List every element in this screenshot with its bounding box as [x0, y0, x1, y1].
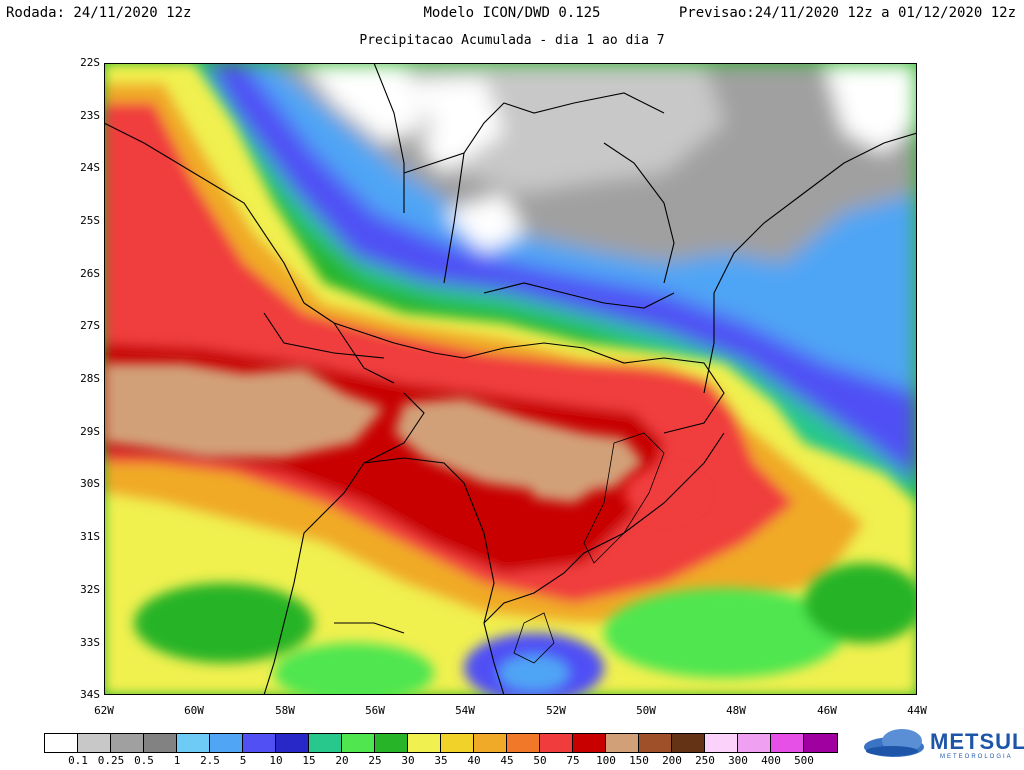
logo-tagline: METEOROLOGIA [940, 754, 1013, 760]
colorbar-swatch [210, 734, 243, 752]
south-rain-patches [134, 468, 917, 695]
colorbar-label: 100 [596, 754, 616, 767]
colorbar-swatch [507, 734, 540, 752]
lat-label: 28S [80, 372, 100, 385]
lat-label: 29S [80, 425, 100, 438]
colorbar-swatch [540, 734, 573, 752]
colorbar-swatch [144, 734, 177, 752]
lon-label: 62W [94, 704, 114, 717]
colorbar-swatch [573, 734, 606, 752]
colorbar-label: 0.25 [97, 754, 125, 767]
lat-label: 25S [80, 214, 100, 227]
lat-label: 22S [80, 56, 100, 69]
colorbar-swatch [243, 734, 276, 752]
lat-label: 32S [80, 583, 100, 596]
precipitation-map [104, 63, 917, 695]
colorbar-label: 50 [533, 754, 547, 767]
lat-label: 33S [80, 636, 100, 649]
colorbar-swatch [474, 734, 507, 752]
lat-label: 23S [80, 109, 100, 122]
colorbar-label: 150 [629, 754, 649, 767]
colorbar-swatch [738, 734, 771, 752]
lon-label: 50W [636, 704, 656, 717]
colorbar-swatch [672, 734, 705, 752]
colorbar-swatch [639, 734, 672, 752]
colorbar-label: 400 [761, 754, 781, 767]
colorbar-label: 500 [794, 754, 814, 767]
colorbar-swatch [78, 734, 111, 752]
colorbar-label: 20 [335, 754, 349, 767]
metsul-logo-icon [864, 729, 924, 757]
colorbar-swatch [309, 734, 342, 752]
colorbar-label: 35 [434, 754, 448, 767]
colorbar-swatch [705, 734, 738, 752]
map-subtitle: Precipitacao Acumulada - dia 1 ao dia 7 [359, 33, 665, 48]
lon-label: 58W [275, 704, 295, 717]
forecast-period-label: Previsao:24/11/2020 12z a 01/12/2020 12z [678, 5, 1016, 21]
model-name-title: Modelo ICON/DWD 0.125 [423, 5, 601, 21]
colorbar-swatch [375, 734, 408, 752]
colorbar-label: 250 [695, 754, 715, 767]
colorbar-label: 75 [566, 754, 580, 767]
colorbar-label: 0.5 [134, 754, 154, 767]
colorbar-label: 5 [239, 754, 247, 767]
lon-label: 60W [184, 704, 204, 717]
precipitation-colorbar [44, 733, 838, 753]
lon-label: 44W [907, 704, 927, 717]
lon-label: 52W [546, 704, 566, 717]
colorbar-swatch [111, 734, 144, 752]
lat-label: 34S [80, 688, 100, 701]
colorbar-label: 40 [467, 754, 481, 767]
run-time-label: Rodada: 24/11/2020 12z [6, 5, 192, 21]
colorbar-label: 300 [728, 754, 748, 767]
colorbar-swatch [408, 734, 441, 752]
colorbar-swatch [771, 734, 804, 752]
colorbar-label: 200 [662, 754, 682, 767]
precipitation-map-svg [104, 63, 917, 695]
colorbar-label: 25 [368, 754, 382, 767]
lat-label: 30S [80, 477, 100, 490]
lon-label: 46W [817, 704, 837, 717]
lat-label: 27S [80, 319, 100, 332]
heaviest-band [104, 363, 644, 503]
coastal-lagoons [513, 432, 665, 664]
lon-label: 54W [455, 704, 475, 717]
country-borders [104, 63, 917, 695]
colorbar-swatch [177, 734, 210, 752]
colorbar-label: 1 [173, 754, 181, 767]
colorbar-label: 45 [500, 754, 514, 767]
colorbar-swatch [441, 734, 474, 752]
colorbar-swatch [342, 734, 375, 752]
colorbar-label: 15 [302, 754, 316, 767]
colorbar-label: 30 [401, 754, 415, 767]
logo-name: METSUL [930, 729, 1024, 754]
colorbar-swatch [804, 734, 837, 752]
colorbar-swatch [276, 734, 309, 752]
dry-zone-north [174, 63, 917, 503]
colorbar-label: 10 [269, 754, 283, 767]
lon-label: 56W [365, 704, 385, 717]
colorbar-swatch [45, 734, 78, 752]
lon-label: 48W [726, 704, 746, 717]
colorbar-label: 0.1 [68, 754, 88, 767]
lat-label: 24S [80, 161, 100, 174]
lat-label: 31S [80, 530, 100, 543]
colorbar-swatch [606, 734, 639, 752]
lat-label: 26S [80, 267, 100, 280]
colorbar-label: 2.5 [200, 754, 220, 767]
